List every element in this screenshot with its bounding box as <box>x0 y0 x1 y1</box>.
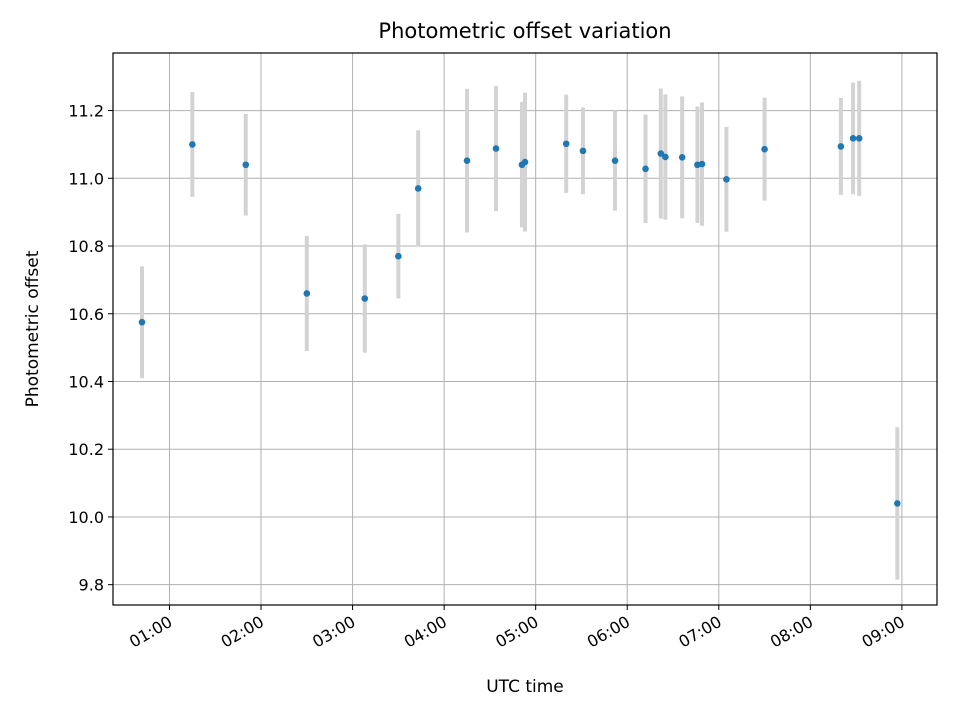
data-point <box>698 160 706 168</box>
data-point <box>761 145 768 153</box>
data-point <box>414 185 422 192</box>
data-point <box>492 145 500 152</box>
data-point <box>189 141 196 148</box>
y-tick-label: 10.0 <box>68 508 104 527</box>
y-tick-label: 11.0 <box>68 169 104 188</box>
data-point <box>521 158 529 166</box>
data-point <box>463 157 471 164</box>
plot-frame <box>112 52 938 606</box>
y-tick-label: 11.2 <box>68 102 104 121</box>
data-point <box>849 135 857 142</box>
x-axis-label: UTC time <box>486 677 564 697</box>
data-point <box>579 147 587 155</box>
data-point <box>138 318 146 326</box>
data-point <box>242 161 250 169</box>
data-points <box>138 135 901 507</box>
data-point <box>662 153 669 161</box>
data-point <box>855 135 863 142</box>
data-point <box>303 290 311 297</box>
data-point <box>894 500 901 507</box>
data-point <box>723 176 730 183</box>
data-point <box>657 150 665 157</box>
data-point <box>562 140 570 148</box>
y-tick-label: 10.2 <box>68 440 104 459</box>
data-point <box>611 157 619 164</box>
data-point <box>837 143 845 150</box>
data-point <box>361 295 369 302</box>
data-point <box>395 252 402 260</box>
y-tick-label: 10.6 <box>68 305 104 324</box>
data-point <box>642 165 649 173</box>
data-point <box>678 154 686 161</box>
chart-title: Photometric offset variation <box>378 19 671 43</box>
y-tick-label: 10.8 <box>68 237 104 256</box>
y-axis-label: Photometric offset <box>23 250 43 407</box>
y-tick-label: 10.4 <box>68 372 104 391</box>
y-tick-label: 9.8 <box>79 576 104 595</box>
